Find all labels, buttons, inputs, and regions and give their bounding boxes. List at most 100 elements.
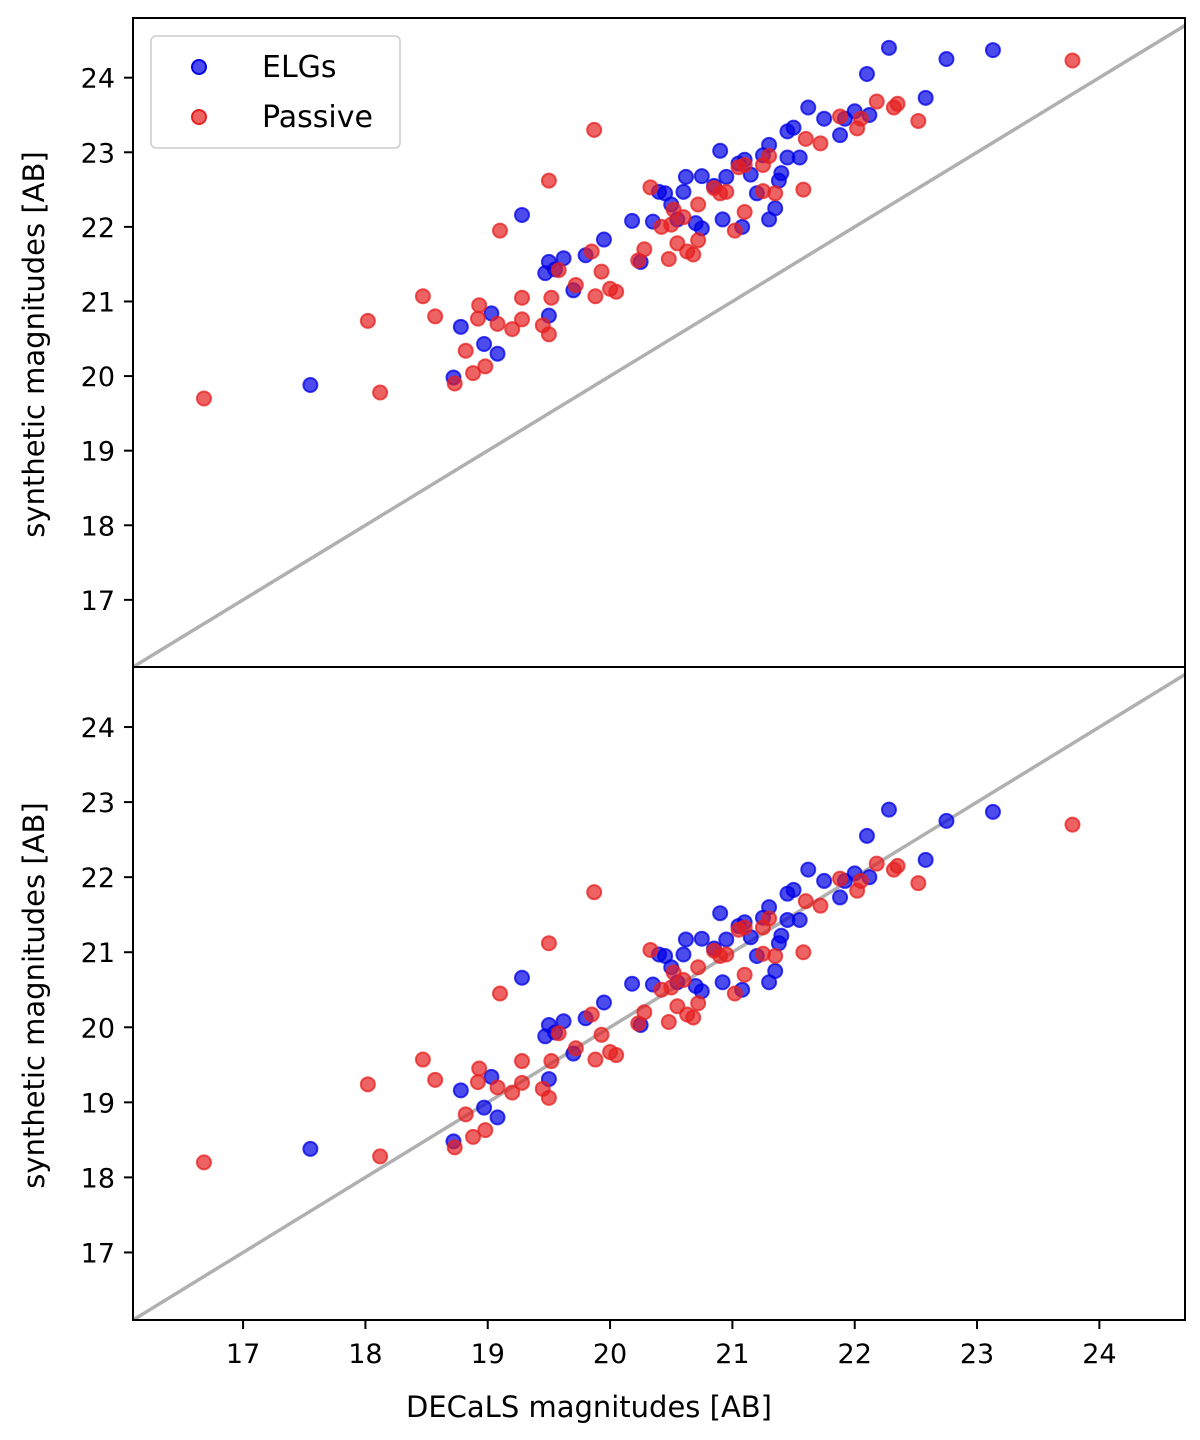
top-point-passive	[675, 209, 692, 226]
top-point-passive	[726, 222, 743, 239]
bottom-point-elgs	[595, 994, 612, 1011]
bottom-point-passive	[567, 1040, 584, 1057]
top-point-passive	[414, 288, 431, 305]
bottom-point-passive	[690, 995, 707, 1012]
bottom-point-passive	[583, 1006, 600, 1023]
legend-box	[150, 35, 401, 149]
bottom-point-passive	[427, 1071, 444, 1088]
bottom-ytick-label: 17	[81, 1238, 115, 1269]
bottom-point-passive	[675, 971, 692, 988]
top-point-passive	[761, 148, 778, 165]
bottom-point-passive	[477, 1122, 494, 1139]
top-point-elgs	[832, 127, 849, 144]
bottom-point-passive	[540, 1089, 557, 1106]
bottom-point-passive	[726, 985, 743, 1002]
bottom-point-passive	[465, 1128, 482, 1145]
bottom-ytick-label: 23	[81, 788, 115, 819]
top-point-elgs	[714, 211, 731, 228]
top-point-passive	[513, 289, 530, 306]
bottom-point-elgs	[693, 930, 710, 947]
bottom-point-elgs	[718, 931, 735, 948]
top-point-passive	[797, 130, 814, 147]
bottom-point-passive	[736, 966, 753, 983]
top-point-passive	[477, 358, 494, 375]
legend-marker-elgs	[191, 59, 207, 75]
top-point-elgs	[938, 51, 955, 68]
bottom-point-passive	[636, 1004, 653, 1021]
bottom-point-passive	[761, 910, 778, 927]
bottom-point-passive	[471, 1060, 488, 1077]
bottom-point-passive	[457, 1106, 474, 1123]
top-ytick-label: 24	[81, 64, 115, 95]
top-point-passive	[471, 297, 488, 314]
bottom-point-passive	[550, 1025, 567, 1042]
top-point-elgs	[917, 89, 934, 106]
bottom-point-passive	[540, 935, 557, 952]
bottom-panel: 17 18 19 20 21 22 23 24 17 18 19 20 21 22 23 24 synthet…	[17, 666, 1186, 1424]
top-point-passive	[685, 246, 702, 263]
bottom-xtick-label: 18	[348, 1339, 382, 1370]
top-point-passive	[587, 288, 604, 305]
bottom-point-passive	[795, 944, 812, 961]
top-reference-line	[133, 23, 1185, 667]
bottom-point-passive	[359, 1076, 376, 1093]
top-point-elgs	[785, 119, 802, 136]
top-point-elgs	[800, 99, 817, 116]
top-point-passive	[491, 222, 508, 239]
bottom-point-passive	[491, 985, 508, 1002]
bottom-xtick-label: 23	[960, 1339, 994, 1370]
top-point-passive	[852, 110, 869, 127]
bottom-point-elgs	[791, 911, 808, 928]
bottom-point-elgs	[767, 962, 784, 979]
top-point-passive	[690, 232, 707, 249]
bottom-point-elgs	[773, 927, 790, 944]
top-point-passive	[513, 311, 530, 328]
bottom-point-passive	[767, 947, 784, 964]
top-point-elgs	[816, 110, 833, 127]
bottom-panel-marks	[133, 673, 1185, 1320]
top-point-passive	[868, 93, 885, 110]
bottom-ytick-label: 21	[81, 938, 115, 969]
top-point-passive	[359, 312, 376, 329]
bottom-panel-ylabel: synthetic magnitudes [AB]	[17, 802, 51, 1188]
bottom-point-passive	[543, 1053, 560, 1070]
top-point-passive	[550, 262, 567, 279]
top-panel: 17 18 19 20 21 22 23 24 synthetic magnitudes [A…	[17, 17, 1186, 668]
top-point-passive	[910, 112, 927, 129]
top-panel-ylabel: synthetic magnitudes [AB]	[17, 151, 51, 537]
bottom-point-elgs	[816, 872, 833, 889]
bottom-point-elgs	[917, 851, 934, 868]
bottom-ytick-label: 20	[81, 1013, 115, 1044]
bottom-xtick-label: 22	[838, 1339, 872, 1370]
top-point-elgs	[767, 200, 784, 217]
top-point-passive	[889, 95, 906, 112]
top-point-elgs	[677, 168, 694, 185]
top-point-elgs	[595, 231, 612, 248]
top-point-elgs	[452, 318, 469, 335]
top-point-passive	[427, 308, 444, 325]
bottom-point-elgs	[714, 974, 731, 991]
top-point-passive	[718, 183, 735, 200]
bottom-point-elgs	[624, 975, 641, 992]
bottom-point-passive	[586, 884, 603, 901]
bottom-point-passive	[608, 1047, 625, 1064]
top-point-passive	[736, 203, 753, 220]
top-point-passive	[583, 243, 600, 260]
top-ytick-label: 17	[81, 586, 115, 617]
bottom-point-elgs	[513, 969, 530, 986]
bottom-point-elgs	[832, 889, 849, 906]
bottom-point-elgs	[476, 1099, 493, 1116]
bottom-ytick-label: 22	[81, 863, 115, 894]
bottom-point-passive	[736, 919, 753, 936]
bottom-ytick-label: 24	[81, 713, 115, 744]
bottom-point-passive	[469, 1074, 486, 1091]
bottom-point-passive	[587, 1051, 604, 1068]
bottom-point-passive	[414, 1051, 431, 1068]
top-point-passive	[543, 289, 560, 306]
top-point-passive	[195, 390, 212, 407]
bottom-point-passive	[812, 897, 829, 914]
bottom-point-elgs	[675, 946, 692, 963]
top-point-elgs	[489, 345, 506, 362]
bottom-point-passive	[889, 857, 906, 874]
top-ytick-label: 19	[81, 437, 115, 468]
